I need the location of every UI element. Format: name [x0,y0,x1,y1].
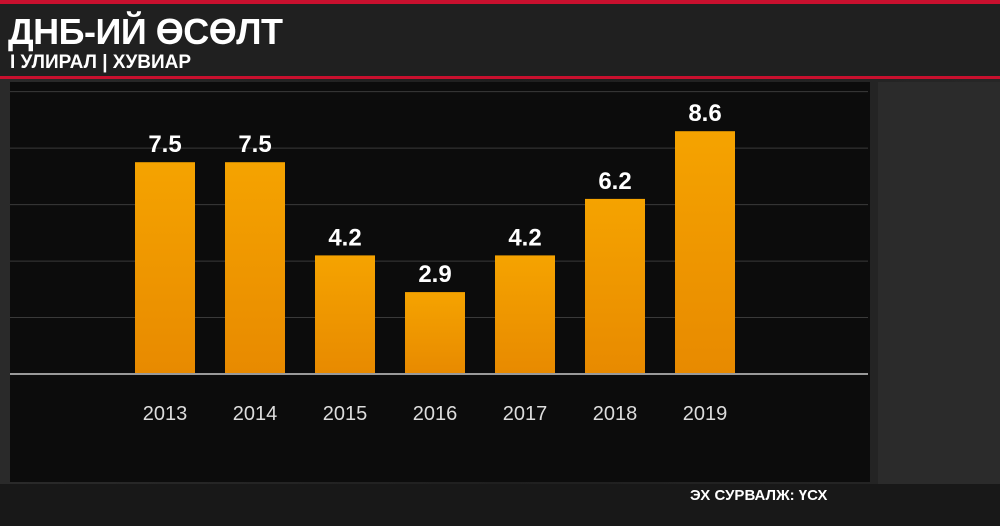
value-label: 4.2 [328,224,361,251]
chart-title: ДНБ-ИЙ ӨСӨЛТ [8,11,283,52]
bar-2017 [495,255,555,374]
side-panel [878,82,1000,526]
value-label: 2.9 [418,261,451,288]
x-tick-label: 2019 [683,403,728,425]
chart-subtitle: I УЛИРАЛ | ХУВИАР [10,52,192,73]
value-label: 4.2 [508,224,541,251]
top-accent-bar [0,0,1000,4]
value-label: 7.5 [148,131,181,158]
bar-2013 [135,162,195,374]
header-divider [0,76,1000,79]
value-label: 7.5 [238,131,271,158]
bar-2019 [675,131,735,374]
x-tick-label: 2015 [323,403,368,425]
footer-strip [0,484,1000,526]
bar-2015 [315,255,375,374]
bar-2014 [225,162,285,374]
value-label: 6.2 [598,168,631,195]
bar-2016 [405,292,465,374]
x-tick-label: 2017 [503,403,548,425]
header: ДНБ-ИЙ ӨСӨЛТ I УЛИРАЛ | ХУВИАР [0,4,1000,76]
value-label: 8.6 [688,100,721,127]
x-tick-label: 2018 [593,403,638,425]
bar-2018 [585,198,645,374]
x-tick-label: 2016 [413,403,458,425]
source-note: ЭХ СУРВАЛЖ: ҮСХ [690,487,828,504]
x-tick-label: 2013 [143,403,188,425]
x-tick-label: 2014 [233,403,278,425]
